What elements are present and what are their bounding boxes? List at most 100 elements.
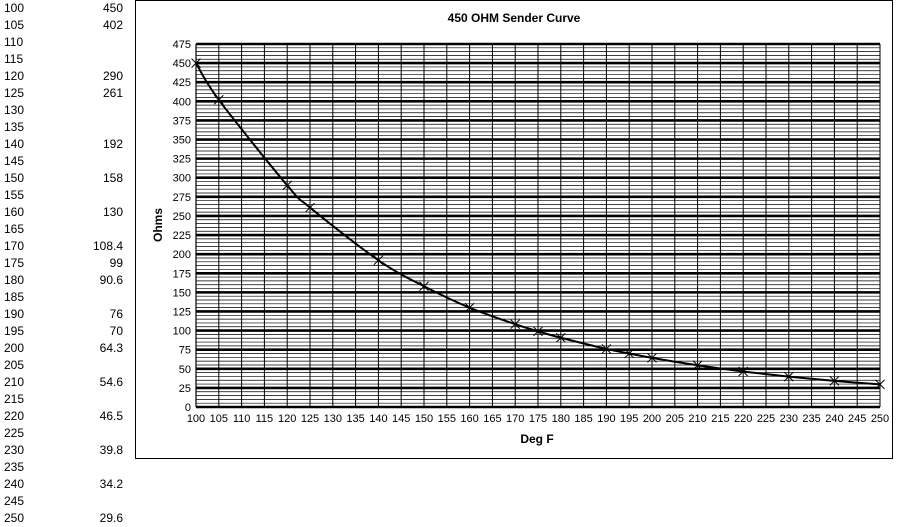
marker-stroke [783, 371, 794, 382]
cell-temp[interactable]: 160 [4, 205, 25, 219]
cell-temp[interactable]: 225 [4, 426, 25, 440]
cell-ohms[interactable]: 34.2 [99, 477, 123, 491]
cell-temp[interactable]: 220 [4, 409, 25, 423]
marker-stroke [373, 255, 384, 266]
cell-temp[interactable]: 210 [4, 375, 25, 389]
cell-ohms[interactable]: 90.6 [99, 273, 123, 287]
y-tick-label: 175 [173, 268, 191, 280]
cell-ohms[interactable]: 158 [102, 171, 123, 185]
cell-temp[interactable]: 155 [4, 188, 25, 202]
data-point-marker [829, 376, 840, 386]
marker-stroke [829, 376, 840, 386]
cell-temp[interactable]: 175 [4, 256, 25, 270]
cell-ohms[interactable] [60, 153, 123, 170]
data-point-marker [282, 180, 293, 191]
cell-temp[interactable]: 145 [4, 154, 25, 168]
cell-ohms[interactable]: 46.5 [99, 409, 123, 423]
y-tick-label: 250 [173, 211, 191, 223]
cell-temp[interactable]: 235 [4, 460, 25, 474]
cell-temp[interactable]: 110 [4, 35, 24, 49]
cell-ohms[interactable] [60, 51, 123, 68]
cell-temp[interactable]: 135 [4, 120, 25, 134]
y-tick-label: 25 [179, 383, 191, 395]
x-tick-label: 195 [620, 413, 638, 425]
cell-ohms[interactable]: 192 [102, 137, 123, 151]
cell-ohms[interactable]: 130 [102, 205, 123, 219]
x-tick-label: 220 [734, 413, 752, 425]
y-tick-label: 100 [173, 326, 191, 338]
cell-temp[interactable]: 170 [4, 239, 25, 253]
marker-stroke [213, 94, 224, 105]
y-tick-label: 425 [173, 77, 191, 89]
cell-ohms[interactable] [60, 289, 123, 306]
y-tick-label: 225 [173, 230, 191, 242]
cell-temp[interactable]: 215 [4, 392, 25, 406]
cell-temp[interactable]: 245 [4, 494, 25, 508]
axes [195, 44, 880, 408]
marker-stroke [875, 379, 885, 390]
x-tick-label: 235 [802, 413, 820, 425]
y-tick-label: 50 [179, 364, 191, 376]
cell-ohms[interactable]: 261 [102, 86, 123, 100]
marker-stroke [305, 202, 315, 213]
x-tick-label: 100 [187, 413, 205, 425]
x-tick-label: 115 [256, 413, 274, 425]
cell-ohms[interactable] [60, 357, 123, 374]
x-tick-label: 155 [438, 413, 456, 425]
tick-labels: 0 25 50 75 100 125 150 175 200 225 250 275 300 325 350… [173, 39, 890, 425]
cell-ohms[interactable]: 70 [109, 324, 123, 338]
cell-temp[interactable]: 200 [4, 341, 25, 355]
cell-temp[interactable]: 250 [4, 511, 25, 525]
cell-temp[interactable]: 115 [4, 52, 24, 66]
cell-temp[interactable]: 165 [4, 222, 25, 236]
cell-temp[interactable]: 140 [4, 137, 25, 151]
cell-ohms[interactable]: 450 [102, 1, 123, 15]
x-tick-label: 160 [460, 413, 478, 425]
cell-temp[interactable]: 180 [4, 273, 25, 287]
marker-stroke [738, 366, 749, 377]
cell-ohms[interactable] [60, 425, 123, 442]
cell-ohms[interactable]: 54.6 [99, 375, 123, 389]
x-tick-label: 210 [688, 413, 706, 425]
cell-ohms[interactable]: 29.6 [99, 511, 123, 525]
cell-ohms[interactable] [60, 102, 123, 119]
cell-ohms[interactable] [60, 34, 123, 51]
cell-temp[interactable]: 190 [4, 307, 25, 321]
cell-ohms[interactable] [60, 119, 123, 136]
cell-temp[interactable]: 120 [4, 69, 25, 83]
x-tick-label: 150 [415, 413, 433, 425]
y-tick-label: 350 [173, 135, 191, 147]
cell-ohms[interactable]: 99 [109, 256, 123, 270]
cell-temp[interactable]: 105 [4, 18, 25, 32]
marker-stroke [191, 58, 201, 68]
cell-temp[interactable]: 125 [4, 86, 25, 100]
marker-stroke [282, 180, 293, 191]
cell-temp[interactable]: 150 [4, 171, 25, 185]
cell-ohms[interactable]: 108.4 [92, 239, 123, 253]
cell-temp[interactable]: 185 [4, 290, 25, 304]
cell-ohms[interactable] [60, 221, 123, 238]
cell-ohms[interactable] [60, 187, 123, 204]
cell-ohms[interactable]: 76 [109, 307, 123, 321]
chart-area[interactable]: 0 25 50 75 100 125 150 175 200 225 250 275 300 325 350… [135, 0, 893, 459]
cell-ohms[interactable] [60, 493, 123, 510]
chart-title: 450 OHM Sender Curve [448, 11, 581, 25]
cell-ohms[interactable]: 402 [102, 18, 123, 32]
cell-ohms[interactable] [60, 391, 123, 408]
chart-svg: 0 25 50 75 100 125 150 175 200 225 250 275 300 325 350… [151, 11, 890, 446]
cell-temp[interactable]: 205 [4, 358, 25, 372]
major-gridlines [195, 42, 881, 409]
cell-temp[interactable]: 130 [4, 103, 25, 117]
cell-ohms[interactable]: 290 [102, 69, 123, 83]
cell-ohms[interactable]: 64.3 [99, 341, 123, 355]
cell-ohms[interactable] [60, 459, 123, 476]
markers-layer [191, 58, 885, 390]
cell-temp[interactable]: 240 [4, 477, 25, 491]
cell-temp[interactable]: 100 [4, 1, 25, 15]
cell-temp[interactable]: 230 [4, 443, 25, 457]
y-axis-label: Ohms [151, 208, 165, 242]
cell-temp[interactable]: 195 [4, 324, 25, 338]
y-tick-label: 125 [173, 306, 191, 318]
cell-ohms[interactable]: 39.8 [99, 443, 123, 457]
